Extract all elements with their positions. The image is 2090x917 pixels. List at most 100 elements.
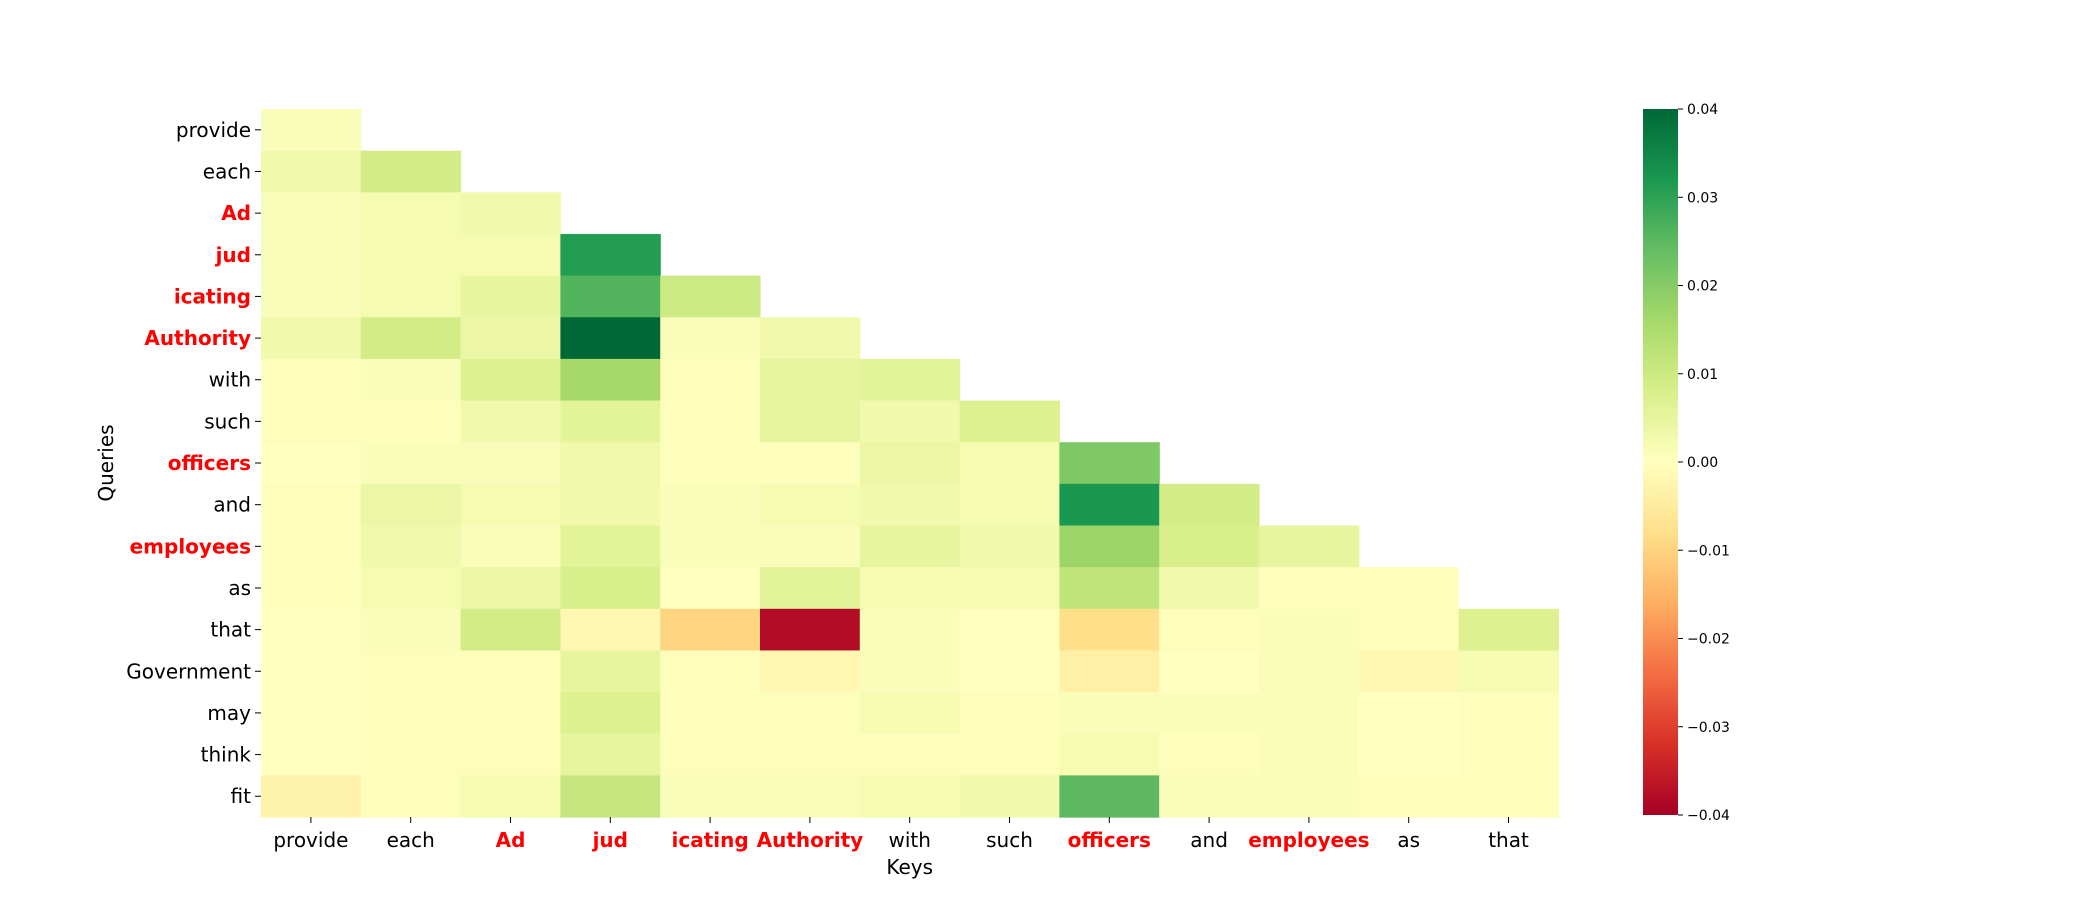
heatmap-cell [261, 317, 362, 360]
heatmap-cell [660, 608, 761, 652]
heatmap-cell [959, 608, 1060, 652]
y-tick-label: and [213, 493, 251, 517]
heatmap-cell [1458, 608, 1559, 652]
heatmap-cell [1059, 650, 1160, 693]
y-tick-label: Ad [221, 201, 251, 225]
y-tick-label: jud [215, 243, 251, 267]
colorbar-tick-label: −0.04 [1687, 808, 1730, 824]
heatmap-cell [959, 525, 1060, 568]
heatmap-cell [959, 733, 1060, 776]
colorbar-tick-label: 0.04 [1687, 102, 1718, 118]
heatmap-cell [261, 400, 362, 443]
heatmap-cell [760, 733, 861, 776]
heatmap-cell [760, 358, 861, 402]
heatmap-cell [959, 483, 1060, 527]
heatmap-cell [360, 358, 462, 402]
heatmap-cell [959, 775, 1060, 818]
heatmap-cell [261, 608, 362, 652]
heatmap-cell [1059, 567, 1160, 610]
heatmap-cell [460, 192, 561, 235]
y-tick-label: fit [231, 784, 252, 808]
y-tick-label: as [228, 576, 251, 600]
heatmap-cell [261, 733, 362, 776]
heatmap-cell [560, 275, 661, 318]
heatmap-cell [1358, 608, 1460, 652]
heatmap-cell [1059, 483, 1160, 527]
y-axis-label: Queries [94, 424, 118, 501]
heatmap-cell [360, 400, 462, 443]
heatmap-cell [660, 317, 761, 360]
colorbar-tick-label: −0.02 [1687, 632, 1730, 648]
x-tick-label: that [1488, 828, 1529, 852]
heatmap-cell [859, 358, 961, 402]
x-tick-label: and [1190, 828, 1228, 852]
heatmap-cell [360, 692, 462, 735]
heatmap-cell [1458, 692, 1559, 735]
heatmap-cell [560, 650, 661, 693]
heatmap-cell [760, 442, 861, 485]
colorbar-tick-label: −0.01 [1687, 543, 1730, 559]
heatmap-cell [1059, 775, 1160, 818]
heatmap-cell [360, 525, 462, 568]
heatmap-cell [1259, 525, 1360, 568]
heatmap-cell [660, 442, 761, 485]
y-tick-label: Authority [144, 326, 251, 350]
heatmap-cell [859, 650, 961, 693]
heatmap-cell [261, 525, 362, 568]
heatmap-cell [460, 775, 561, 818]
heatmap-cell [1159, 608, 1260, 652]
heatmap-cell [1059, 692, 1160, 735]
heatmap-cell [859, 567, 961, 610]
heatmap-cell [1059, 525, 1160, 568]
x-tick-label: provide [273, 828, 348, 852]
heatmap-cell [560, 733, 661, 776]
heatmap-cell [660, 692, 761, 735]
colorbar-gradient [1643, 109, 1678, 815]
heatmap-cell [859, 400, 961, 443]
heatmap-cell [1259, 733, 1360, 776]
heatmap-cell [560, 233, 661, 277]
heatmap-cell [360, 317, 462, 360]
heatmap-cell [261, 233, 362, 277]
heatmap-cell [1358, 692, 1460, 735]
y-tick-label: such [204, 409, 251, 433]
heatmap-cell [560, 358, 661, 402]
heatmap-cell [560, 483, 661, 527]
heatmap-cell [460, 733, 561, 776]
heatmap-cell [1358, 775, 1460, 818]
colorbar: 0.04 0.03 0.02 0.01 0.00 −0.01 −0.02 −0.03 −0.04 [1643, 102, 1730, 824]
heatmap-cell [261, 109, 362, 152]
heatmap-cell [1458, 650, 1559, 693]
heatmap-cell [560, 692, 661, 735]
heatmap-cell [760, 775, 861, 818]
heatmap-cell [760, 400, 861, 443]
heatmap-cell [760, 483, 861, 527]
heatmap-cell [1259, 608, 1360, 652]
colorbar-tick-label: 0.03 [1687, 190, 1718, 206]
heatmap-cell [360, 233, 462, 277]
y-tick-label: provide [176, 118, 251, 142]
heatmap-cell [360, 442, 462, 485]
heatmap-cell [261, 775, 362, 818]
heatmap-cell [460, 400, 561, 443]
heatmap-cell [660, 275, 761, 318]
y-tick-label: officers [168, 451, 251, 475]
colorbar-tick-label: 0.01 [1687, 367, 1718, 383]
heatmap-cell [460, 442, 561, 485]
heatmap-cell [360, 775, 462, 818]
heatmap-cell [760, 608, 861, 652]
heatmap-cell [660, 400, 761, 443]
heatmap-cell [261, 483, 362, 527]
colorbar-tick-label: 0.02 [1687, 279, 1718, 295]
heatmap-cell [959, 442, 1060, 485]
heatmap-cell [1159, 775, 1260, 818]
heatmap-cell [360, 650, 462, 693]
heatmap-cell [1358, 650, 1460, 693]
y-tick-label: think [201, 743, 252, 767]
heatmap-cell [460, 525, 561, 568]
heatmap-cell [859, 442, 961, 485]
heatmap-cell [760, 692, 861, 735]
heatmap-cell [1358, 567, 1460, 610]
